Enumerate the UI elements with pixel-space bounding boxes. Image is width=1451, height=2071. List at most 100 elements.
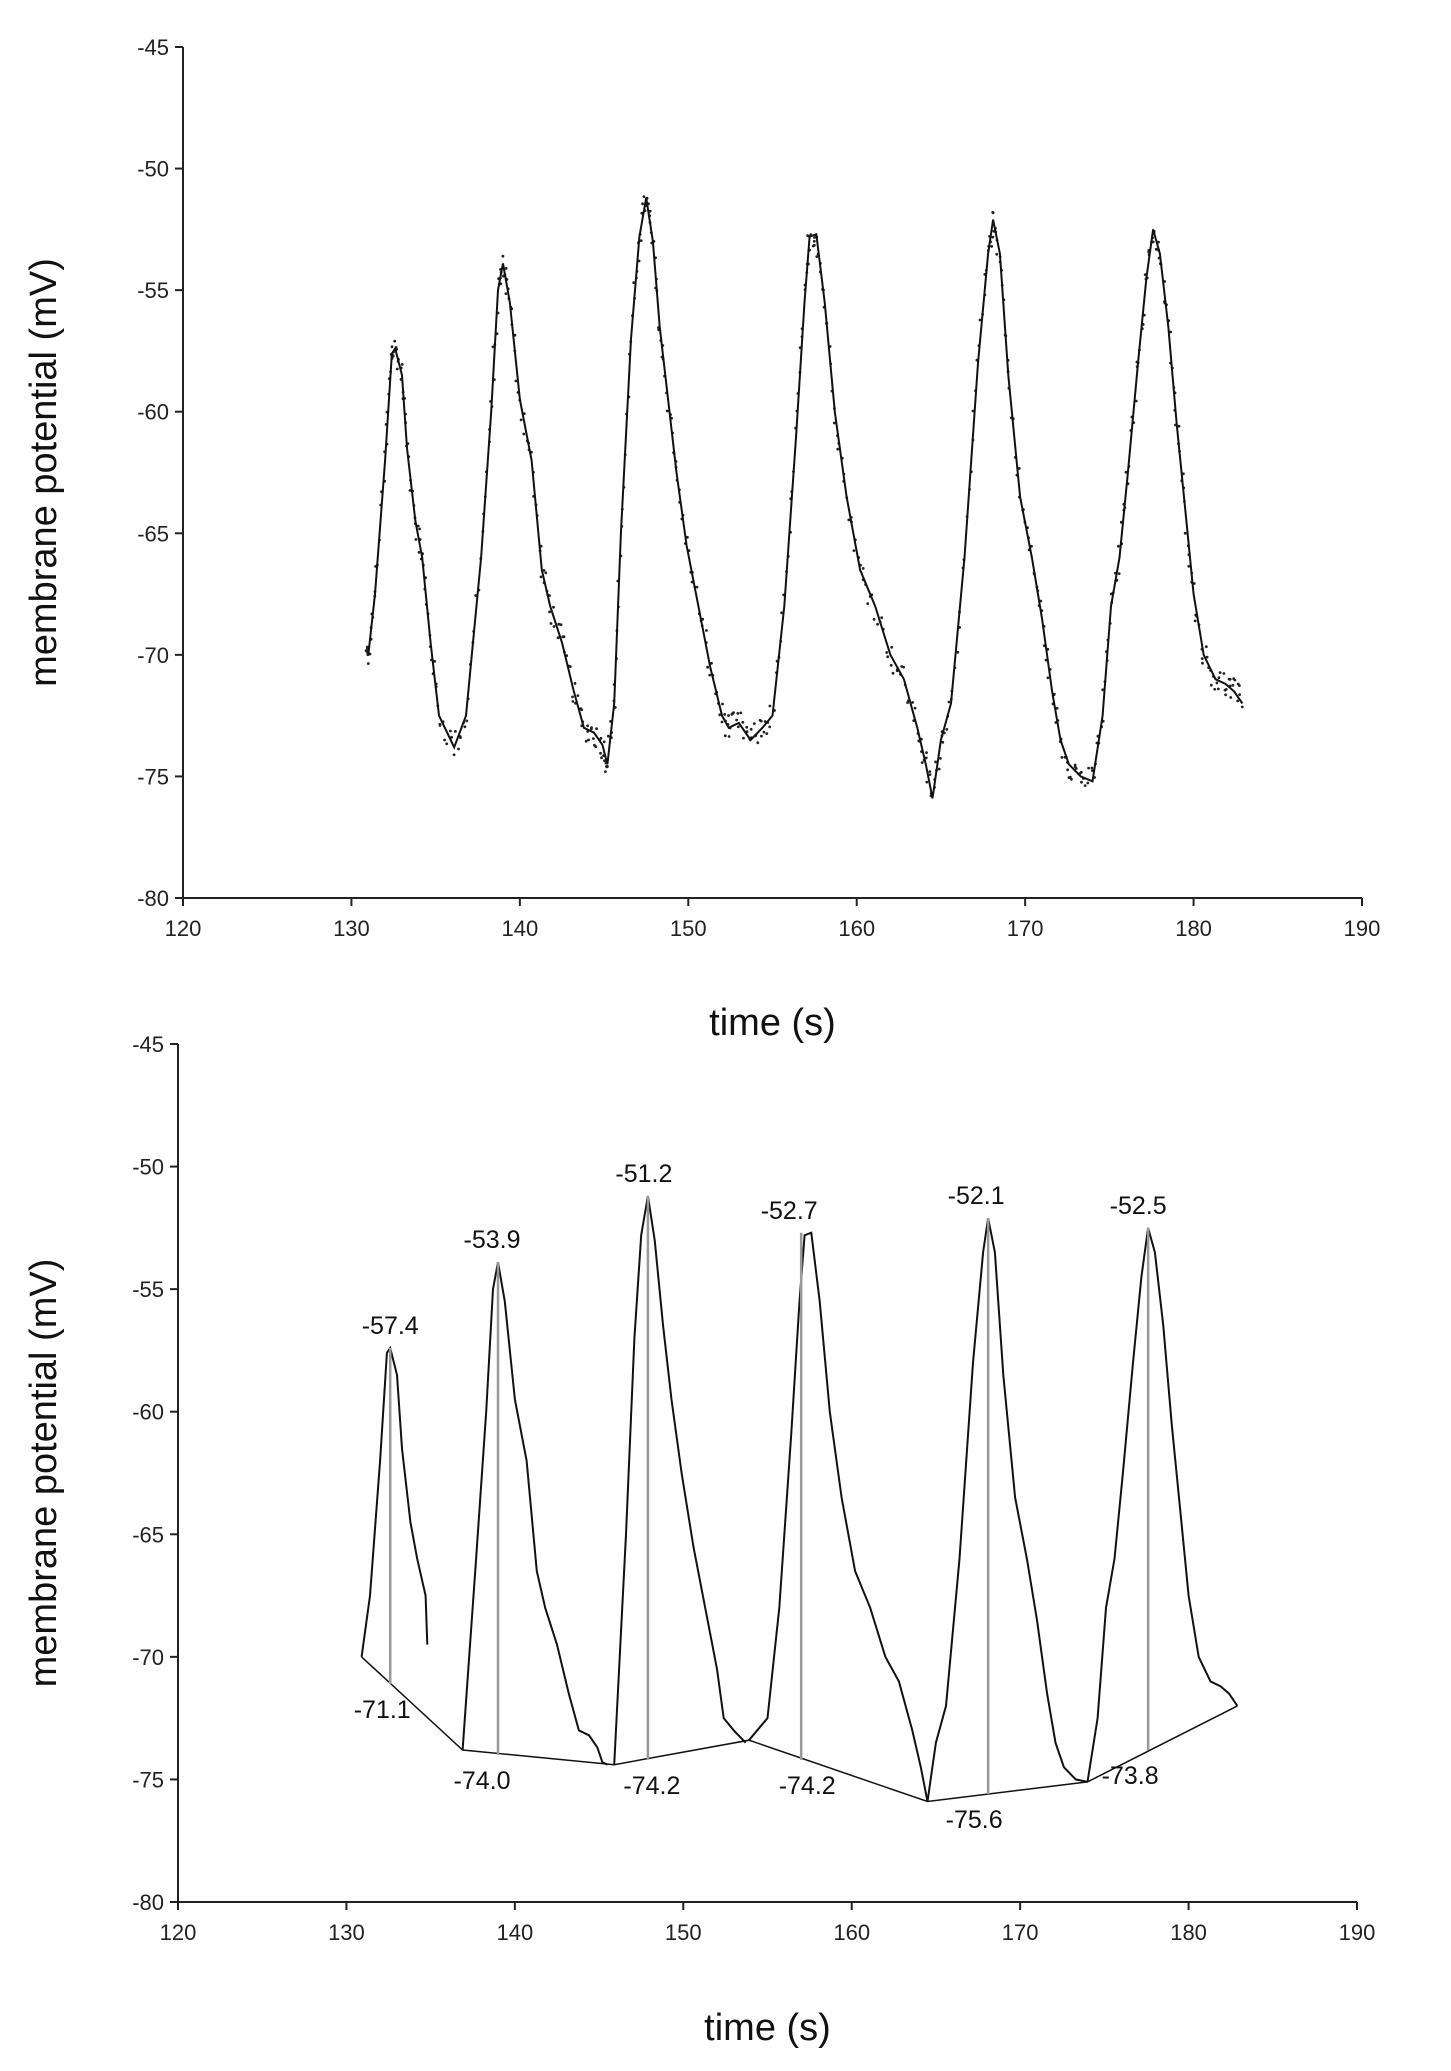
top-sample-point — [1074, 767, 1078, 770]
top-trace-line — [366, 197, 1244, 799]
bottom-x-tick-label: 150 — [665, 1920, 702, 1945]
bottom-y-tick-label: -50 — [132, 1155, 164, 1180]
top-sample-point — [1101, 688, 1105, 692]
bottom-y-tick-label: -45 — [132, 1032, 164, 1057]
top-sample-point — [852, 549, 856, 552]
bottom-x-tick-label: 170 — [1002, 1920, 1039, 1945]
top-sample-point — [1187, 564, 1191, 568]
top-sample-point — [414, 538, 418, 541]
top-sample-point — [417, 550, 421, 554]
top-x-tick-label: 120 — [165, 916, 202, 941]
top-sample-point — [925, 751, 928, 754]
top-chart: -45 -50 -55 -60 -65 -70 -75 -80 120 130 140 150 160 1… — [23, 35, 1380, 1044]
bottom-oscillation-segment — [748, 1231, 929, 1802]
top-sample-point — [576, 694, 580, 697]
top-sample-point — [584, 739, 588, 743]
bottom-x-tick-label: 160 — [833, 1920, 870, 1945]
top-sample-point — [891, 671, 895, 675]
top-x-tick-label: 170 — [1007, 916, 1044, 941]
top-sample-point — [1073, 763, 1077, 767]
top-sample-point — [557, 622, 561, 626]
top-sample-point — [648, 209, 652, 213]
top-sample-point — [606, 734, 610, 738]
top-sample-point — [815, 255, 819, 258]
top-sample-point — [739, 711, 743, 715]
top-sample-point — [925, 780, 929, 784]
bottom-peak-label: -52.1 — [948, 1182, 1005, 1210]
top-sample-point — [928, 773, 932, 776]
top-sample-point — [457, 747, 460, 751]
top-sample-point — [708, 673, 712, 677]
top-sample-point — [552, 605, 555, 609]
bottom-peak-label: -57.4 — [362, 1312, 419, 1340]
top-sample-point — [706, 665, 709, 669]
top-sample-point — [604, 770, 607, 773]
top-sample-point — [861, 567, 865, 570]
bottom-peak-label: -52.7 — [761, 1197, 818, 1225]
top-sample-point — [741, 720, 745, 724]
top-sample-point — [400, 363, 404, 366]
top-sample-point — [762, 730, 766, 734]
top-y-tick-label: -70 — [137, 643, 169, 668]
top-sample-point — [1070, 777, 1073, 781]
top-sample-point — [1134, 399, 1138, 403]
top-sample-point — [1224, 688, 1228, 691]
top-sample-point — [408, 489, 412, 492]
top-sample-point — [745, 725, 749, 729]
top-sample-point — [559, 623, 563, 627]
top-scatter-points — [364, 195, 1244, 798]
top-sample-point — [1205, 655, 1209, 659]
top-sample-point — [549, 622, 553, 625]
top-sample-point — [594, 745, 598, 749]
top-sample-point — [780, 611, 783, 615]
top-sample-point — [705, 629, 708, 632]
top-sample-point — [730, 713, 734, 716]
top-sample-point — [710, 661, 713, 665]
top-sample-point — [1151, 240, 1155, 244]
top-sample-point — [642, 195, 646, 199]
bottom-peak-label: -52.5 — [1110, 1192, 1167, 1220]
top-sample-point — [1218, 671, 1222, 674]
top-sample-point — [768, 704, 772, 708]
top-sample-point — [599, 736, 603, 740]
top-sample-point — [911, 701, 914, 704]
bottom-x-axis-title: time (s) — [704, 2007, 831, 2049]
top-sample-point — [1231, 683, 1235, 687]
bottom-peak-label: -51.2 — [615, 1160, 672, 1188]
top-sample-point — [590, 726, 593, 730]
top-sample-point — [813, 243, 816, 247]
bottom-oscillation-segment — [926, 1217, 1088, 1802]
top-y-tick-label: -80 — [137, 886, 169, 911]
top-y-tick-label: -75 — [137, 764, 169, 789]
top-sample-point — [978, 318, 982, 322]
top-sample-point — [605, 765, 609, 769]
top-sample-point — [736, 725, 740, 729]
top-sample-point — [548, 610, 551, 614]
bottom-x-tick-label: 130 — [328, 1920, 365, 1945]
top-sample-point — [885, 651, 889, 654]
bottom-peak-label: -53.9 — [464, 1226, 521, 1254]
top-sample-point — [542, 569, 546, 572]
top-sample-point — [595, 727, 598, 731]
top-sample-point — [465, 719, 469, 723]
top-sample-point — [1213, 687, 1217, 691]
top-y-tick-label: -50 — [137, 157, 169, 182]
top-sample-point — [991, 211, 995, 215]
top-sample-point — [454, 730, 457, 733]
top-sample-point — [721, 702, 724, 706]
top-sample-point — [872, 617, 876, 621]
bottom-x-tick-label: 120 — [160, 1920, 197, 1945]
top-sample-point — [556, 636, 560, 640]
top-sample-point — [1222, 672, 1226, 675]
top-sample-point — [727, 735, 731, 738]
top-sample-point — [1228, 677, 1232, 681]
top-sample-point — [1177, 424, 1181, 428]
top-sample-point — [832, 421, 836, 425]
top-sample-point — [920, 761, 924, 764]
bottom-baseline-label: -74.2 — [623, 1772, 680, 1800]
top-sample-point — [732, 711, 735, 715]
top-x-tick-label: 150 — [670, 916, 707, 941]
top-sample-point — [1066, 768, 1069, 772]
top-sample-point — [1068, 775, 1072, 779]
top-sample-point — [742, 736, 745, 740]
